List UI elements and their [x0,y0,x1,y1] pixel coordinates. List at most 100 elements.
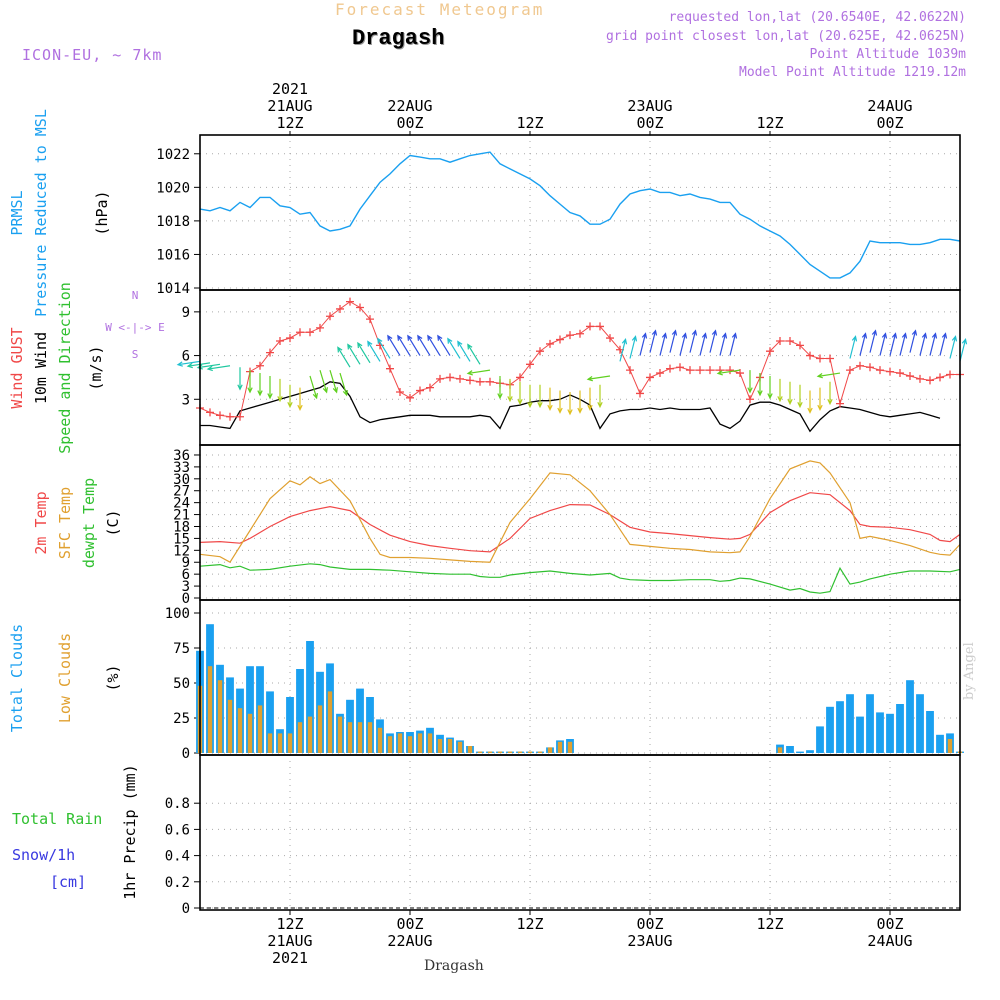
wind-arrow [357,341,371,364]
low-cloud-bar [507,751,513,753]
gust-marker [916,374,924,383]
low-cloud-bar [377,727,383,753]
low-cloud-bar [317,705,323,753]
label-ms-text: (m/s) [87,345,105,390]
low-cloud-bar [467,746,473,753]
top-time-label: 00Z [876,114,903,132]
gust-marker [396,388,404,396]
panel-frame [199,289,961,446]
wind-arrow [517,381,523,406]
label-celsius: (C) [104,509,122,536]
low-cloud-bar [567,741,573,753]
wind-arrow [807,390,813,414]
total-cloud-bar [876,712,884,753]
gust-marker [346,297,354,306]
temp-line-sfc [199,460,961,563]
gust-marker [776,337,784,345]
temp-line-temp2m [199,492,961,553]
gust-marker [746,395,754,404]
gust-marker [686,366,694,375]
low-cloud-bar [557,741,563,753]
bottom-time-label: 00Z [876,915,903,933]
gust-marker [226,412,234,421]
label-hpa: (hPa) [93,190,111,235]
gust-marker [846,366,854,375]
label-speed-direction-text: Speed and Direction [56,282,74,454]
wind-arrow [909,329,918,353]
low-cloud-bar [517,751,523,753]
low-cloud-bar [457,741,463,753]
wind-arrow [586,375,611,382]
gust-marker [486,377,494,386]
wind-arrow [729,332,738,356]
wind-arrow [767,375,773,400]
wind-arrow [267,375,273,400]
wind-arrow [817,387,823,412]
wind-arrow [557,390,563,414]
total-cloud-bar [306,641,314,753]
low-cloud-bar [537,751,543,753]
low-cloud-bar [947,739,953,753]
gust-marker [676,363,684,372]
low-cloud-bar [427,733,433,753]
label-dewpt-temp: dewpt Temp [80,478,98,568]
top-time-label: 00Z [396,114,423,132]
gust-marker [596,322,604,331]
total-cloud-bar [856,716,864,753]
label-cm: [cm] [50,873,86,891]
label-hpa-text: (hPa) [93,190,111,235]
low-cloud-bar [407,736,413,753]
y-tick-label: 1020 [156,180,190,196]
label-ms: (m/s) [87,345,105,390]
wind-arrow [787,381,793,406]
top-time-label: 21AUG [267,97,312,115]
wind-arrow [816,372,841,379]
wind-arrow [466,369,491,376]
label-2m-temp-text: 2m Temp [32,491,50,554]
gust-marker [526,360,534,369]
wind-arrow [367,340,381,362]
label-low-clouds-text: Low Clouds [56,633,74,723]
low-cloud-bar [417,733,423,753]
bottom-time-label: 2021 [272,949,308,967]
panel-frame [199,134,961,291]
y-tick-label: 0.6 [165,822,190,838]
panel-precip: 0 0.2 0.4 0.6 0.8 [165,755,960,917]
wind-arrow [347,343,361,365]
label-2m-temp: 2m Temp [32,491,50,554]
gust-marker [236,412,244,421]
gust-marker [946,370,954,379]
chart-subtitle: Forecast Meteogram [335,0,545,19]
gust-marker [326,312,334,321]
wind-arrow [879,332,888,356]
gust-marker [466,376,474,385]
station-title: Dragash [352,26,445,51]
y-tick-label: 50 [173,676,190,692]
wind-arrow [747,370,753,394]
label-precip-mm: 1hr Precip (mm) [121,764,139,899]
low-cloud-bar [257,705,263,753]
gust-marker [426,383,434,392]
gust-marker [406,393,414,402]
gust-marker [276,337,284,345]
gust-marker [566,331,574,340]
total-cloud-bar [926,711,934,753]
gust-marker [556,335,564,344]
label-precip-mm-text: 1hr Precip (mm) [121,764,139,899]
bottom-time-label: 00Z [396,915,423,933]
gust-marker [336,304,344,313]
low-cloud-bar [777,747,783,753]
wind-arrow [797,384,803,409]
footer-station: Dragash [424,958,484,974]
panel-frame [199,599,961,756]
gust-marker [816,354,824,363]
low-cloud-bar [247,713,253,753]
low-cloud-bar [307,716,313,753]
bottom-time-label: 12Z [276,915,303,933]
wind-arrow [889,332,898,356]
label-percent-text: (%) [104,664,122,691]
gust-marker [266,348,274,357]
gust-marker [886,367,894,376]
low-cloud-bar [487,751,493,753]
